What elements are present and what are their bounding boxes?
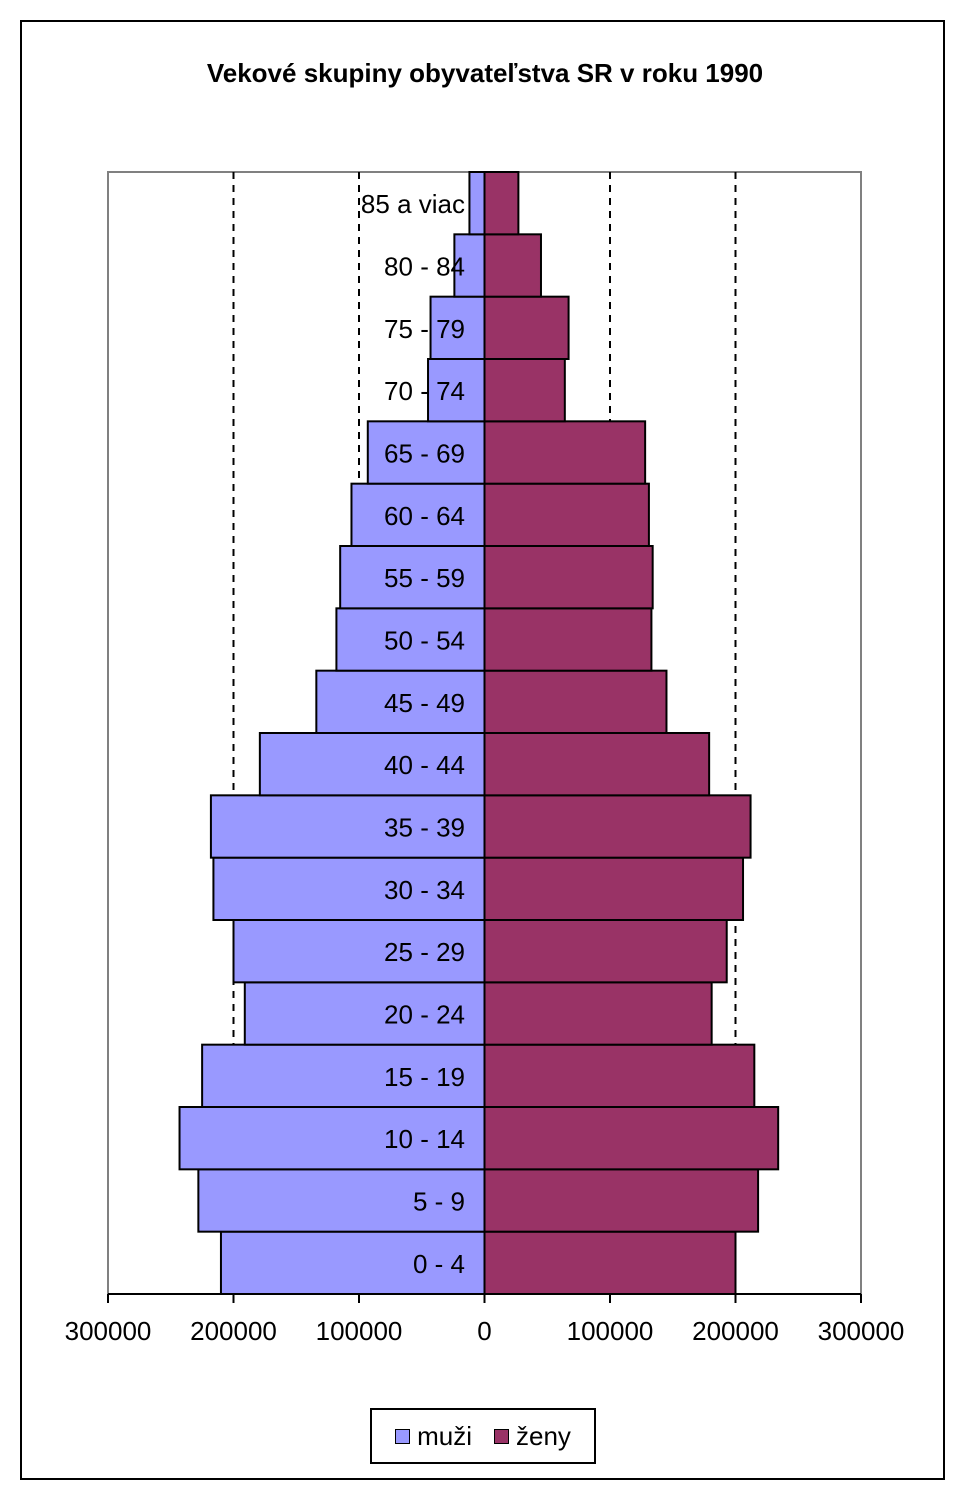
category-label: 45 - 49: [384, 688, 465, 718]
legend-item-women: ženy: [493, 1420, 571, 1452]
x-tick-label: 200000: [692, 1316, 779, 1346]
bar-women: [483, 1106, 780, 1171]
bar-women: [483, 732, 711, 797]
bar-women: [483, 1230, 737, 1295]
category-label: 25 - 29: [384, 937, 465, 967]
category-label: 85 a viac: [361, 189, 465, 219]
category-label: 80 - 84: [384, 252, 465, 282]
bar-men: [243, 981, 486, 1046]
bar-men: [468, 171, 486, 236]
bar-women: [483, 171, 520, 236]
bar-women: [483, 981, 713, 1046]
category-label: 5 - 9: [413, 1187, 465, 1217]
legend-swatch-women: [493, 1428, 509, 1444]
bars-layer: [178, 171, 780, 1295]
bar-women: [483, 1168, 760, 1233]
x-tick-label: 100000: [316, 1316, 403, 1346]
category-label: 30 - 34: [384, 875, 465, 905]
category-label: 35 - 39: [384, 813, 465, 843]
bar-women: [483, 482, 650, 547]
bar-women: [483, 607, 653, 672]
bar-men: [219, 1230, 486, 1295]
x-tick-label: 300000: [65, 1316, 152, 1346]
bar-men: [201, 1043, 486, 1108]
legend-item-men: muži: [395, 1421, 472, 1452]
bar-women: [483, 420, 647, 485]
x-tick-label: 100000: [567, 1316, 654, 1346]
legend-label-men: muži: [417, 1420, 472, 1451]
category-label: 65 - 69: [384, 439, 465, 469]
category-labels-layer: 0 - 4 5 - 9 10 - 14 15 - 19 20 - 24 25 - 29 30…: [361, 189, 465, 1279]
bar-men: [429, 295, 486, 360]
bar-men: [350, 482, 486, 547]
bar-men: [427, 358, 486, 423]
bar-men: [315, 669, 486, 735]
legend-label-women: ženy: [515, 1420, 571, 1451]
axis-layer: 300000 200000 100000 0 100000 200000 300000: [65, 172, 905, 1346]
bar-men: [339, 545, 486, 610]
bar-women: [483, 1043, 756, 1108]
x-tick-label: 200000: [190, 1316, 277, 1346]
category-label: 40 - 44: [384, 750, 465, 780]
category-label: 70 - 74: [384, 376, 465, 406]
x-tick-label: 300000: [818, 1316, 905, 1346]
bar-women: [483, 669, 668, 735]
bar-women: [483, 358, 566, 423]
x-tick-label: 0: [477, 1316, 491, 1346]
category-label: 20 - 24: [384, 1000, 465, 1030]
category-label: 0 - 4: [413, 1249, 465, 1279]
bar-women: [483, 295, 570, 360]
category-label: 60 - 64: [384, 501, 465, 531]
category-label: 10 - 14: [384, 1124, 465, 1154]
bar-women: [483, 545, 654, 610]
bar-men: [178, 1106, 486, 1171]
legend: muži ženy: [370, 1408, 596, 1464]
category-label: 75 - 79: [384, 314, 465, 344]
bar-women: [483, 794, 752, 859]
category-label: 50 - 54: [384, 626, 465, 656]
chart-title: Vekové skupiny obyvateľstva SR v roku 19…: [206, 58, 764, 88]
bar-women: [483, 233, 542, 298]
bar-women: [483, 919, 728, 984]
bar-women: [483, 856, 745, 922]
category-label: 55 - 59: [384, 563, 465, 593]
bar-men: [209, 794, 486, 859]
category-label: 15 - 19: [384, 1062, 465, 1092]
legend-swatch-men: [395, 1428, 411, 1444]
bar-men: [197, 1168, 486, 1233]
